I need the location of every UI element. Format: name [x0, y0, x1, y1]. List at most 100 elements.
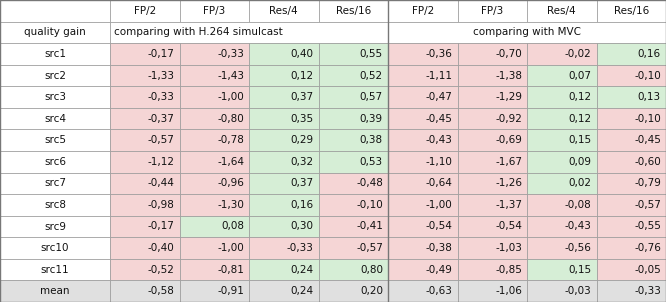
Bar	[458, 194, 527, 216]
Text: -0,44: -0,44	[148, 178, 174, 188]
Bar	[180, 0, 249, 21]
Bar	[388, 65, 458, 86]
Text: -0,79: -0,79	[634, 178, 661, 188]
Bar	[527, 130, 597, 151]
Text: -0,10: -0,10	[356, 200, 383, 210]
Bar	[249, 216, 318, 237]
Text: -0,78: -0,78	[217, 135, 244, 145]
Bar	[388, 216, 458, 237]
Bar	[180, 108, 249, 130]
Bar	[110, 281, 180, 302]
Bar	[388, 43, 458, 65]
Bar	[597, 130, 666, 151]
Text: 0,13: 0,13	[638, 92, 661, 102]
Text: 0,52: 0,52	[360, 70, 383, 81]
Bar	[527, 237, 597, 259]
Bar	[0, 151, 110, 172]
Text: -1,00: -1,00	[217, 243, 244, 253]
Bar	[388, 237, 458, 259]
Bar	[458, 281, 527, 302]
Text: -0,10: -0,10	[634, 70, 661, 81]
Text: -0,56: -0,56	[565, 243, 591, 253]
Text: 0,08: 0,08	[221, 221, 244, 232]
Text: 0,32: 0,32	[290, 157, 314, 167]
Text: 0,80: 0,80	[360, 265, 383, 275]
Text: -0,17: -0,17	[148, 49, 174, 59]
Text: -0,33: -0,33	[634, 286, 661, 296]
Text: 0,16: 0,16	[638, 49, 661, 59]
Bar	[0, 172, 110, 194]
Text: -0,41: -0,41	[356, 221, 383, 232]
Bar	[388, 108, 458, 130]
Text: 0,24: 0,24	[290, 286, 314, 296]
Bar	[249, 237, 318, 259]
Text: 0,15: 0,15	[568, 135, 591, 145]
Bar	[527, 151, 597, 172]
Text: 0,30: 0,30	[290, 221, 314, 232]
Text: -1,03: -1,03	[495, 243, 522, 253]
Bar	[527, 172, 597, 194]
Text: 0,39: 0,39	[360, 114, 383, 124]
Bar	[0, 237, 110, 259]
Text: -0,60: -0,60	[634, 157, 661, 167]
Text: 0,15: 0,15	[568, 265, 591, 275]
Bar	[110, 194, 180, 216]
Text: 0,12: 0,12	[568, 114, 591, 124]
Text: -1,38: -1,38	[495, 70, 522, 81]
Text: 0,37: 0,37	[290, 178, 314, 188]
Text: src5: src5	[44, 135, 66, 145]
Text: src4: src4	[44, 114, 66, 124]
Text: -0,37: -0,37	[148, 114, 174, 124]
Text: -0,91: -0,91	[217, 286, 244, 296]
Text: quality gain: quality gain	[24, 27, 86, 37]
Bar	[597, 65, 666, 86]
Text: -0,58: -0,58	[148, 286, 174, 296]
Bar	[249, 43, 318, 65]
Text: -0,92: -0,92	[495, 114, 522, 124]
Text: FP/3: FP/3	[203, 6, 225, 16]
Text: comparing with H.264 simulcast: comparing with H.264 simulcast	[114, 27, 283, 37]
Text: src6: src6	[44, 157, 66, 167]
Bar	[110, 237, 180, 259]
Text: -0,33: -0,33	[148, 92, 174, 102]
Text: -0,45: -0,45	[634, 135, 661, 145]
Text: 0,35: 0,35	[290, 114, 314, 124]
Bar	[0, 108, 110, 130]
Text: -0,43: -0,43	[426, 135, 452, 145]
Text: -1,12: -1,12	[147, 157, 174, 167]
Text: src2: src2	[44, 70, 66, 81]
Text: -1,11: -1,11	[426, 70, 452, 81]
Bar	[110, 108, 180, 130]
Bar	[527, 86, 597, 108]
Bar	[458, 237, 527, 259]
Text: -0,10: -0,10	[634, 114, 661, 124]
Text: src3: src3	[44, 92, 66, 102]
Bar	[0, 130, 110, 151]
Text: 0,29: 0,29	[290, 135, 314, 145]
Bar	[110, 0, 180, 21]
Bar	[318, 130, 388, 151]
Text: Res/4: Res/4	[270, 6, 298, 16]
Bar	[597, 0, 666, 21]
Text: -0,40: -0,40	[148, 243, 174, 253]
Text: -1,10: -1,10	[426, 157, 452, 167]
Text: 0,57: 0,57	[360, 92, 383, 102]
Bar	[110, 130, 180, 151]
Text: FP/2: FP/2	[134, 6, 156, 16]
Text: -1,06: -1,06	[495, 286, 522, 296]
Bar	[249, 281, 318, 302]
Bar	[249, 194, 318, 216]
Text: -1,30: -1,30	[217, 200, 244, 210]
Text: -0,08: -0,08	[565, 200, 591, 210]
Text: -0,49: -0,49	[426, 265, 452, 275]
Bar	[318, 0, 388, 21]
Text: 0,37: 0,37	[290, 92, 314, 102]
Bar	[249, 65, 318, 86]
Bar	[0, 194, 110, 216]
Bar	[180, 43, 249, 65]
Text: -0,02: -0,02	[565, 49, 591, 59]
Text: src9: src9	[44, 221, 66, 232]
Text: -0,80: -0,80	[217, 114, 244, 124]
Bar	[110, 151, 180, 172]
Bar	[318, 86, 388, 108]
